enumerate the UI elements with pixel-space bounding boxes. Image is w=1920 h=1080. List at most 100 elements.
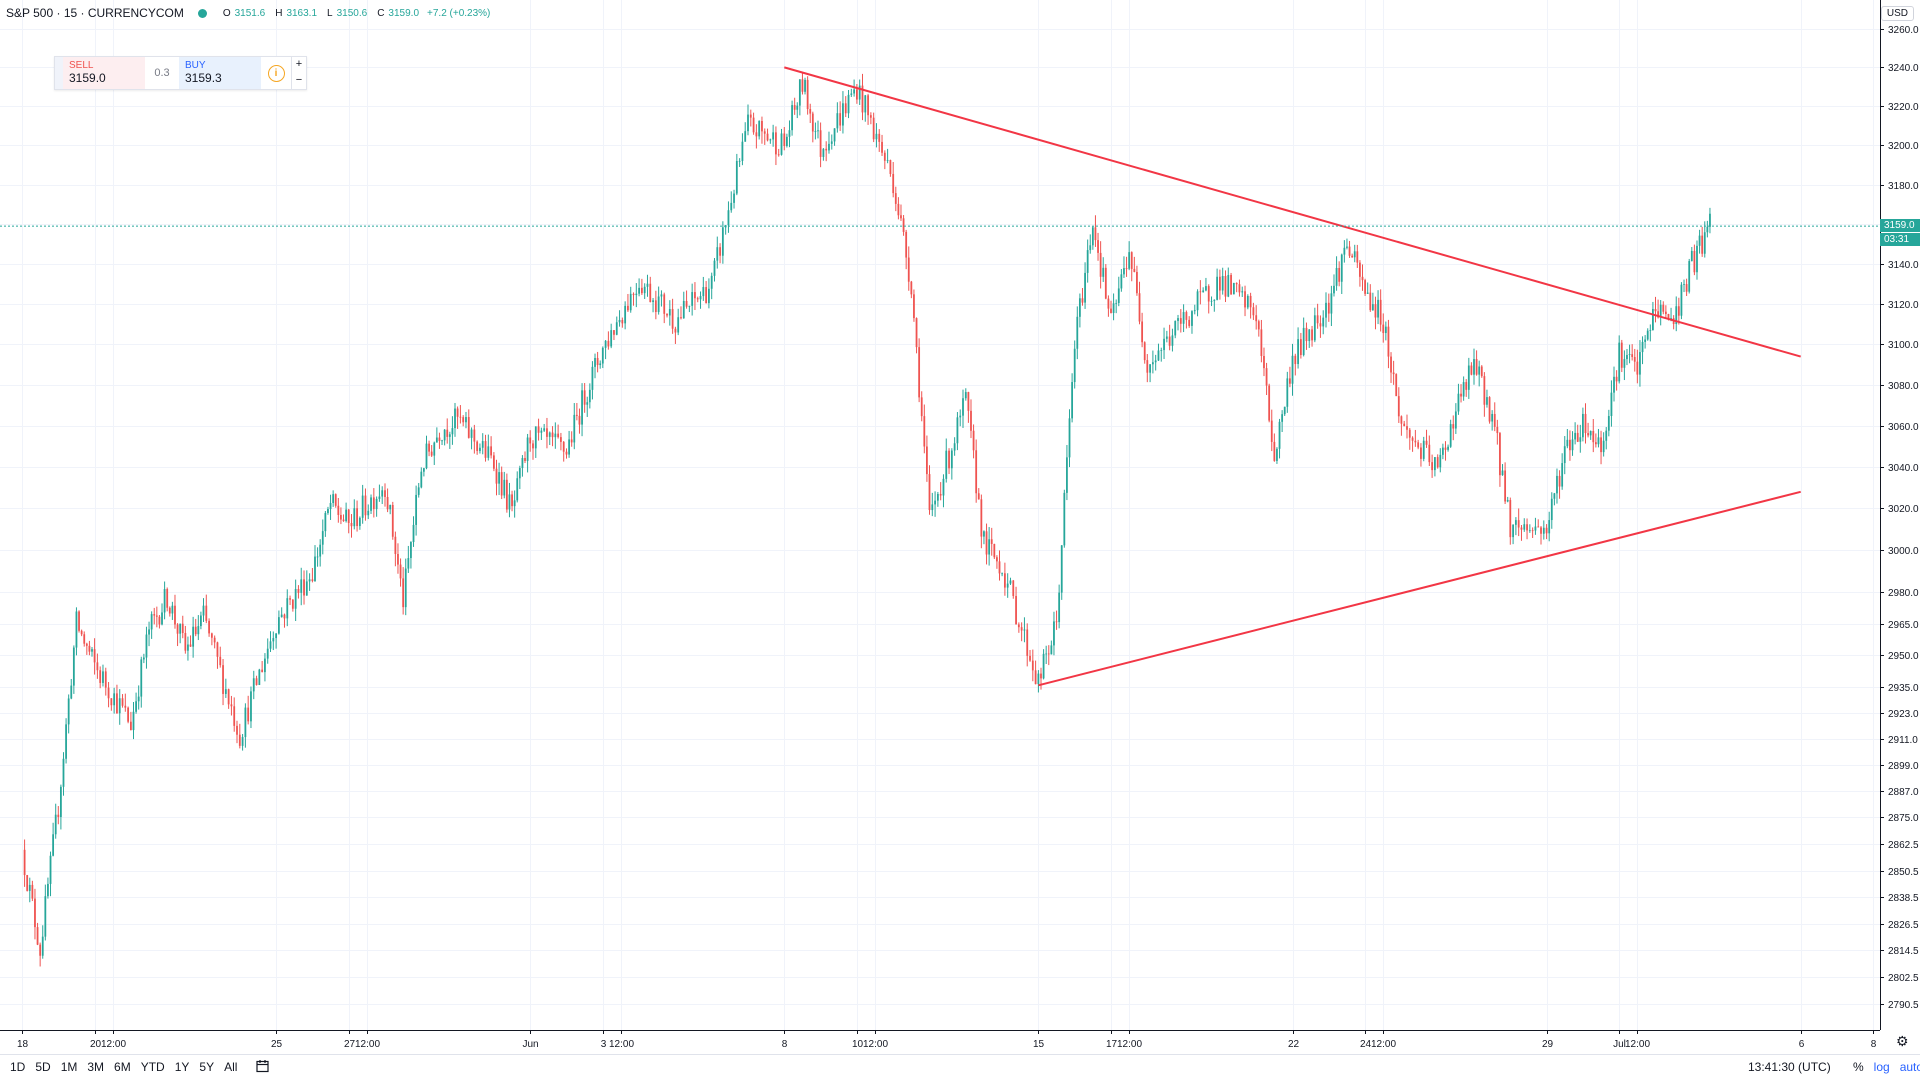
candle-body — [897, 203, 900, 216]
currency-button[interactable]: USD — [1880, 6, 1914, 21]
candle-body — [1434, 457, 1436, 471]
range-1m[interactable]: 1M — [60, 1060, 78, 1074]
candle-body — [334, 494, 337, 506]
candle-body — [1377, 299, 1379, 318]
candle-body — [613, 330, 615, 335]
trendline[interactable] — [1038, 490, 1801, 687]
x-tick-label: 12:00 — [1371, 1039, 1396, 1050]
y-tick-label: 3080.0 — [1888, 381, 1919, 392]
candle-body — [806, 79, 809, 110]
candle-body — [819, 130, 822, 157]
candle-body — [1574, 432, 1577, 440]
candle-body — [1384, 326, 1387, 334]
candle-body — [624, 305, 627, 324]
candle-body — [691, 292, 694, 306]
candle-body — [1703, 232, 1706, 254]
price-axis[interactable]: 3260.03240.03220.03200.03180.03160.03140… — [1880, 25, 1919, 1011]
candle-body — [950, 450, 953, 469]
candle-body — [375, 498, 378, 510]
info-button[interactable]: i — [261, 57, 291, 89]
candle-body — [1537, 526, 1540, 528]
candle-body — [1235, 282, 1238, 285]
range-3m[interactable]: 3M — [87, 1060, 105, 1074]
candle-body — [1213, 299, 1216, 301]
candle-body — [1371, 304, 1374, 311]
candle-body — [454, 408, 456, 429]
range-6m[interactable]: 6M — [114, 1060, 131, 1074]
candle-body — [945, 450, 948, 479]
candle-body — [1644, 339, 1647, 342]
candle-body — [518, 468, 521, 479]
x-tick-label: 25 — [271, 1039, 283, 1050]
candle-body — [1483, 376, 1486, 405]
range-all[interactable]: All — [224, 1060, 238, 1074]
buy-price: 3159.3 — [185, 71, 222, 85]
candle-body — [91, 649, 93, 652]
log-toggle[interactable]: log — [1873, 1060, 1890, 1074]
candle-body — [654, 300, 657, 313]
market-status-icon — [197, 8, 207, 18]
candle-body — [546, 428, 548, 437]
price-chart[interactable]: 3260.03240.03220.03200.03180.03160.03140… — [0, 0, 1920, 1054]
candle-body — [1313, 315, 1316, 341]
gear-icon[interactable]: ⚙ — [1896, 1033, 1909, 1049]
candle-body — [928, 474, 931, 511]
sell-button[interactable]: SELL 3159.0 — [63, 57, 145, 89]
candle-body — [397, 553, 399, 565]
candle-body — [370, 497, 372, 511]
candle-body — [345, 509, 348, 522]
candle-body — [1675, 306, 1678, 325]
range-5y[interactable]: 5Y — [199, 1060, 215, 1074]
percent-toggle[interactable]: % — [1853, 1060, 1864, 1074]
range-1d[interactable]: 1D — [10, 1060, 26, 1074]
candle-body — [163, 589, 166, 613]
candle-body — [347, 509, 350, 523]
candle-body — [738, 160, 741, 162]
candle-body — [1174, 320, 1177, 336]
candle-body — [1620, 342, 1623, 368]
candle-body — [83, 634, 86, 644]
drag-handle[interactable] — [55, 57, 63, 89]
trendlines[interactable] — [784, 66, 1801, 687]
candle-body — [1646, 330, 1649, 340]
ohlc-open-value: 3151.6 — [234, 7, 266, 19]
time-axis[interactable]: 18 20 12:00 25 27 12:00 Jun 3 12:00 8 10 12:00 15 17 1… — [17, 1030, 1920, 1050]
candle-body — [1202, 290, 1205, 292]
candle-body — [1188, 319, 1191, 326]
candle-body — [1454, 411, 1457, 429]
clock-time[interactable]: 13:41:30 (UTC) — [1748, 1060, 1831, 1074]
candle-body — [410, 542, 412, 559]
symbol-title[interactable]: S&P 500 · 15 · CURRENCYCOM — [6, 6, 184, 20]
candle-body — [557, 433, 560, 438]
candle-body — [1447, 446, 1449, 450]
range-ytd[interactable]: YTD — [140, 1060, 165, 1074]
candle-body — [1340, 254, 1343, 282]
plus-button[interactable]: + — [295, 58, 303, 70]
candle-body — [977, 493, 980, 500]
candle-body — [404, 568, 407, 608]
candle-body — [640, 287, 643, 294]
candle-body — [1473, 359, 1475, 375]
candle-body — [793, 105, 796, 110]
minus-button[interactable]: − — [295, 74, 303, 86]
candle-body — [467, 417, 470, 438]
candle-body — [490, 446, 493, 456]
x-tick-label: 12:00 — [101, 1039, 126, 1050]
candle-body — [145, 634, 148, 658]
candle-body — [1542, 527, 1545, 534]
ohlc-close-value: 3159.0 — [388, 7, 420, 19]
range-5d[interactable]: 5D — [35, 1060, 51, 1074]
info-icon: i — [267, 64, 285, 82]
trendline[interactable] — [784, 66, 1801, 358]
candle-body — [1348, 246, 1351, 256]
range-1y[interactable]: 1Y — [174, 1060, 190, 1074]
candle-body — [540, 430, 543, 433]
calendar-icon[interactable] — [256, 1059, 270, 1073]
buy-button[interactable]: BUY 3159.3 — [179, 57, 261, 89]
auto-toggle[interactable]: auto — [1899, 1060, 1920, 1074]
candle-body — [47, 883, 49, 897]
candle-body — [942, 478, 945, 496]
candle-body — [847, 94, 850, 114]
candle-body — [534, 426, 537, 449]
candle-body — [1698, 235, 1701, 246]
